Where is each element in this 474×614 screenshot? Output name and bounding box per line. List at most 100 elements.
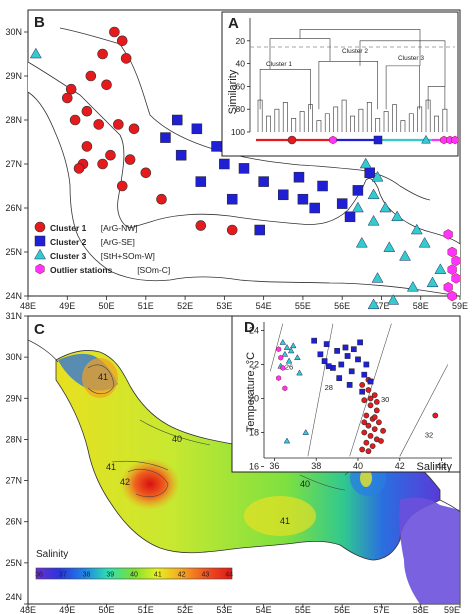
panel-a-frame bbox=[221, 11, 459, 157]
panel-b-station-triangle bbox=[410, 223, 423, 235]
panel-d-point-circle bbox=[373, 407, 380, 414]
panel-a-cluster-marker bbox=[421, 134, 431, 144]
panel-c-x-tick-label: 51E bbox=[138, 605, 154, 614]
panel-b-station-circle bbox=[156, 193, 167, 205]
panel-b-station-square bbox=[160, 132, 171, 143]
panel-b-station-square bbox=[352, 185, 364, 196]
panel-d-isopycnal-label: 26 bbox=[285, 363, 293, 372]
panel-a-dendrogram-link bbox=[324, 113, 330, 132]
panel-d-y-tick-label: 16 bbox=[249, 462, 259, 472]
panel-c-oman-sea bbox=[399, 497, 460, 604]
panel-c-x-tick-label: 52E bbox=[177, 605, 193, 614]
panel-b-legend-sub: [ArG-SE] bbox=[101, 237, 135, 247]
panel-b-legend: Cluster 1 [ArG-NW] Cluster 2 [ArG-SE] Cluste… bbox=[34, 221, 170, 275]
panel-a-dendrogram-link bbox=[385, 65, 420, 110]
panel-b-station-triangle bbox=[371, 170, 384, 182]
panel-d-letter: D bbox=[244, 319, 255, 336]
panel-a-cluster2-label: Cluster 2 bbox=[342, 48, 368, 55]
panel-d-point-triangle bbox=[281, 350, 289, 357]
panel-c-nw-high bbox=[82, 358, 118, 398]
panel-a-y-axis: 20 40 60 80 100 bbox=[231, 36, 250, 137]
panel-d-point-triangle bbox=[302, 429, 310, 435]
panel-d-point-circle bbox=[369, 443, 376, 449]
panel-c-isohaline-41b bbox=[111, 460, 169, 471]
panel-b-station-square bbox=[297, 193, 309, 205]
panel-b-station-triangle bbox=[406, 280, 419, 292]
panel-b-station-triangle bbox=[29, 47, 42, 59]
panel-c-colorbar-tick-label: 37 bbox=[59, 572, 67, 579]
panel-c-y-tick-label: 24N bbox=[5, 592, 22, 602]
panel-c-x-tick-label: 57E bbox=[373, 605, 389, 614]
panel-a-cluster-marker bbox=[373, 135, 383, 145]
panel-c-x-tick-label: 48E bbox=[20, 605, 36, 614]
panel-a-cluster-marker bbox=[451, 135, 459, 145]
panel-b-station-triangle bbox=[355, 236, 368, 248]
panel-b-legend-marker bbox=[34, 248, 46, 260]
panel-b-station-square bbox=[293, 171, 305, 183]
panel-a-dendrogram-link bbox=[259, 69, 311, 110]
panel-b-station-triangle bbox=[383, 241, 396, 252]
panel-a-dendrogram-link bbox=[434, 115, 439, 132]
panel-d-point-circle bbox=[371, 414, 378, 421]
panel-b-legend-marker bbox=[34, 221, 46, 233]
panel-c-colorbar: Salinity 36 37 38 39 40 41 42 43 44 bbox=[35, 549, 233, 580]
panel-c-isohaline-40a bbox=[139, 419, 211, 446]
panel-b-station-square bbox=[254, 224, 265, 236]
panel-d-point-circle bbox=[367, 402, 374, 409]
panel-b-station-circle bbox=[61, 92, 73, 104]
panel-c-isohaline-42 bbox=[127, 469, 169, 497]
panel-a-ylabel: Similarity bbox=[227, 69, 239, 114]
panel-c-bahrain-hotspot bbox=[120, 458, 180, 510]
panel-b-legend-label: Cluster 1 bbox=[50, 223, 87, 233]
panel-b-station-circle bbox=[73, 163, 85, 174]
panel-d-point-square bbox=[342, 344, 349, 351]
panel-d-point-square bbox=[336, 375, 343, 381]
panel-a-dendrogram-link bbox=[358, 108, 364, 132]
panel-d-point-square bbox=[311, 337, 317, 344]
panel-a-inset: A Similarity 20 40 60 80 100 Cluster 1 Clust… bbox=[221, 11, 459, 157]
panel-b-x-tick-label: 58E bbox=[413, 301, 429, 311]
panel-a-dendrogram-link bbox=[359, 40, 446, 87]
panel-b-station-square bbox=[195, 176, 207, 187]
panel-a-letter: A bbox=[228, 15, 239, 32]
panel-c-y-axis: 31N 30N 29N 28N 27N 26N 25N 24N bbox=[5, 311, 28, 605]
panel-a-cluster-bar bbox=[256, 134, 459, 145]
panel-d-point-circle bbox=[371, 426, 378, 432]
panel-b-legend-sub: [ArG-NW] bbox=[101, 223, 138, 233]
panel-c-colorbar-title: Salinity bbox=[36, 549, 68, 560]
panel-d-point-circle bbox=[359, 381, 366, 388]
panel-b-station-square bbox=[191, 123, 203, 135]
panel-d-point-square bbox=[321, 358, 328, 364]
panel-a-dendrogram-link bbox=[341, 99, 347, 132]
panel-d-isopycnal-label: 30 bbox=[381, 395, 389, 404]
panel-b-station-circle bbox=[116, 35, 128, 47]
panel-b-north-shore bbox=[59, 27, 431, 201]
panel-d-frame bbox=[231, 315, 461, 473]
panel-b-station-square bbox=[258, 176, 269, 187]
panel-b-y-axis: 30N 29N 28N 27N 26N 25N 24N bbox=[5, 27, 28, 301]
panel-d-point-circle bbox=[380, 427, 386, 434]
panel-d-point-square bbox=[361, 371, 368, 378]
panel-d-point-circle bbox=[361, 429, 368, 436]
panel-c-colorbar-gradient bbox=[35, 567, 233, 580]
panel-d-point-circle bbox=[359, 446, 366, 453]
panel-b-legend-sub: [SOm-C] bbox=[137, 265, 170, 275]
panel-c-contour-label-6: 41 bbox=[280, 516, 290, 526]
panel-d-point-square bbox=[348, 368, 355, 375]
panel-b-station-triangle bbox=[367, 298, 380, 310]
panel-d-point-circle bbox=[367, 432, 374, 439]
panel-b-letter: B bbox=[34, 14, 45, 31]
panel-b-station-hexagon bbox=[447, 246, 457, 258]
panel-a-dendrogram-link bbox=[375, 118, 381, 132]
panel-b-station-triangle bbox=[426, 276, 439, 288]
panel-d-point-triangle bbox=[289, 342, 297, 349]
panel-b-legend-marker bbox=[35, 263, 45, 275]
panel-d-point-circle bbox=[361, 397, 368, 404]
panel-d-point-circle bbox=[365, 448, 372, 455]
panel-c-x-tick-label: 53E bbox=[216, 605, 232, 614]
panel-d-point-square bbox=[338, 361, 345, 368]
panel-c-y-tick-label: 29N bbox=[5, 393, 22, 403]
panel-a-dendrogram-link bbox=[299, 29, 421, 66]
panel-d-point-square bbox=[344, 353, 351, 359]
panel-b-station-triangle bbox=[359, 157, 372, 169]
